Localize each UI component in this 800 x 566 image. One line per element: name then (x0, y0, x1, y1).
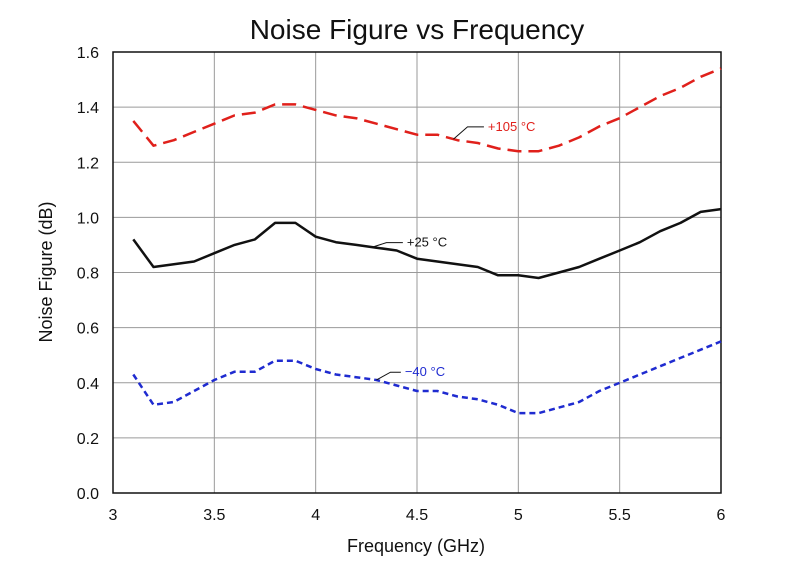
y-tick-label: 0.8 (77, 266, 99, 283)
x-axis-title: Frequency (GHz) (347, 536, 485, 556)
y-tick-label: 1.0 (77, 210, 99, 227)
series-line (132, 340, 722, 415)
y-tick-label: 0.0 (77, 486, 99, 503)
x-tick-label: 3 (109, 507, 118, 524)
y-tick-label: 1.2 (77, 155, 99, 172)
x-tick-label: 5 (514, 507, 523, 524)
y-tick-label: 0.2 (77, 431, 99, 448)
series-annotation-label: +25 °C (407, 235, 447, 250)
annotation-leader (376, 371, 401, 381)
series-line (132, 207, 722, 280)
y-tick-label: 0.6 (77, 321, 99, 338)
series-annotation-label: −40 °C (405, 364, 445, 379)
x-tick-label: 3.5 (203, 507, 225, 524)
y-tick-label: 0.4 (77, 376, 99, 393)
x-tick-label: 4.5 (406, 507, 428, 524)
annotation-leader (372, 242, 403, 248)
annotation-leader (453, 126, 484, 140)
y-axis-title: Noise Figure (dB) (36, 201, 56, 342)
y-tick-label: 1.4 (77, 100, 99, 117)
plot-frame (112, 51, 722, 494)
series-lines (132, 67, 722, 415)
x-tick-label: 5.5 (609, 507, 631, 524)
y-tick-label: 1.6 (77, 45, 99, 62)
series-line (132, 67, 722, 153)
grid-lines (112, 51, 722, 494)
series-annotations: +105 °C +25 °C −40 °C (372, 119, 535, 381)
x-tick-label: 6 (717, 507, 726, 524)
x-tick-label: 4 (311, 507, 320, 524)
chart-title: Noise Figure vs Frequency (250, 14, 585, 45)
series-annotation-label: +105 °C (488, 119, 535, 134)
tick-labels: 3 3.5 4 4.5 5 5.5 6 0.0 0.2 0.4 0.6 0.8 1.0 1.2 1.4 1.6 (77, 45, 726, 524)
